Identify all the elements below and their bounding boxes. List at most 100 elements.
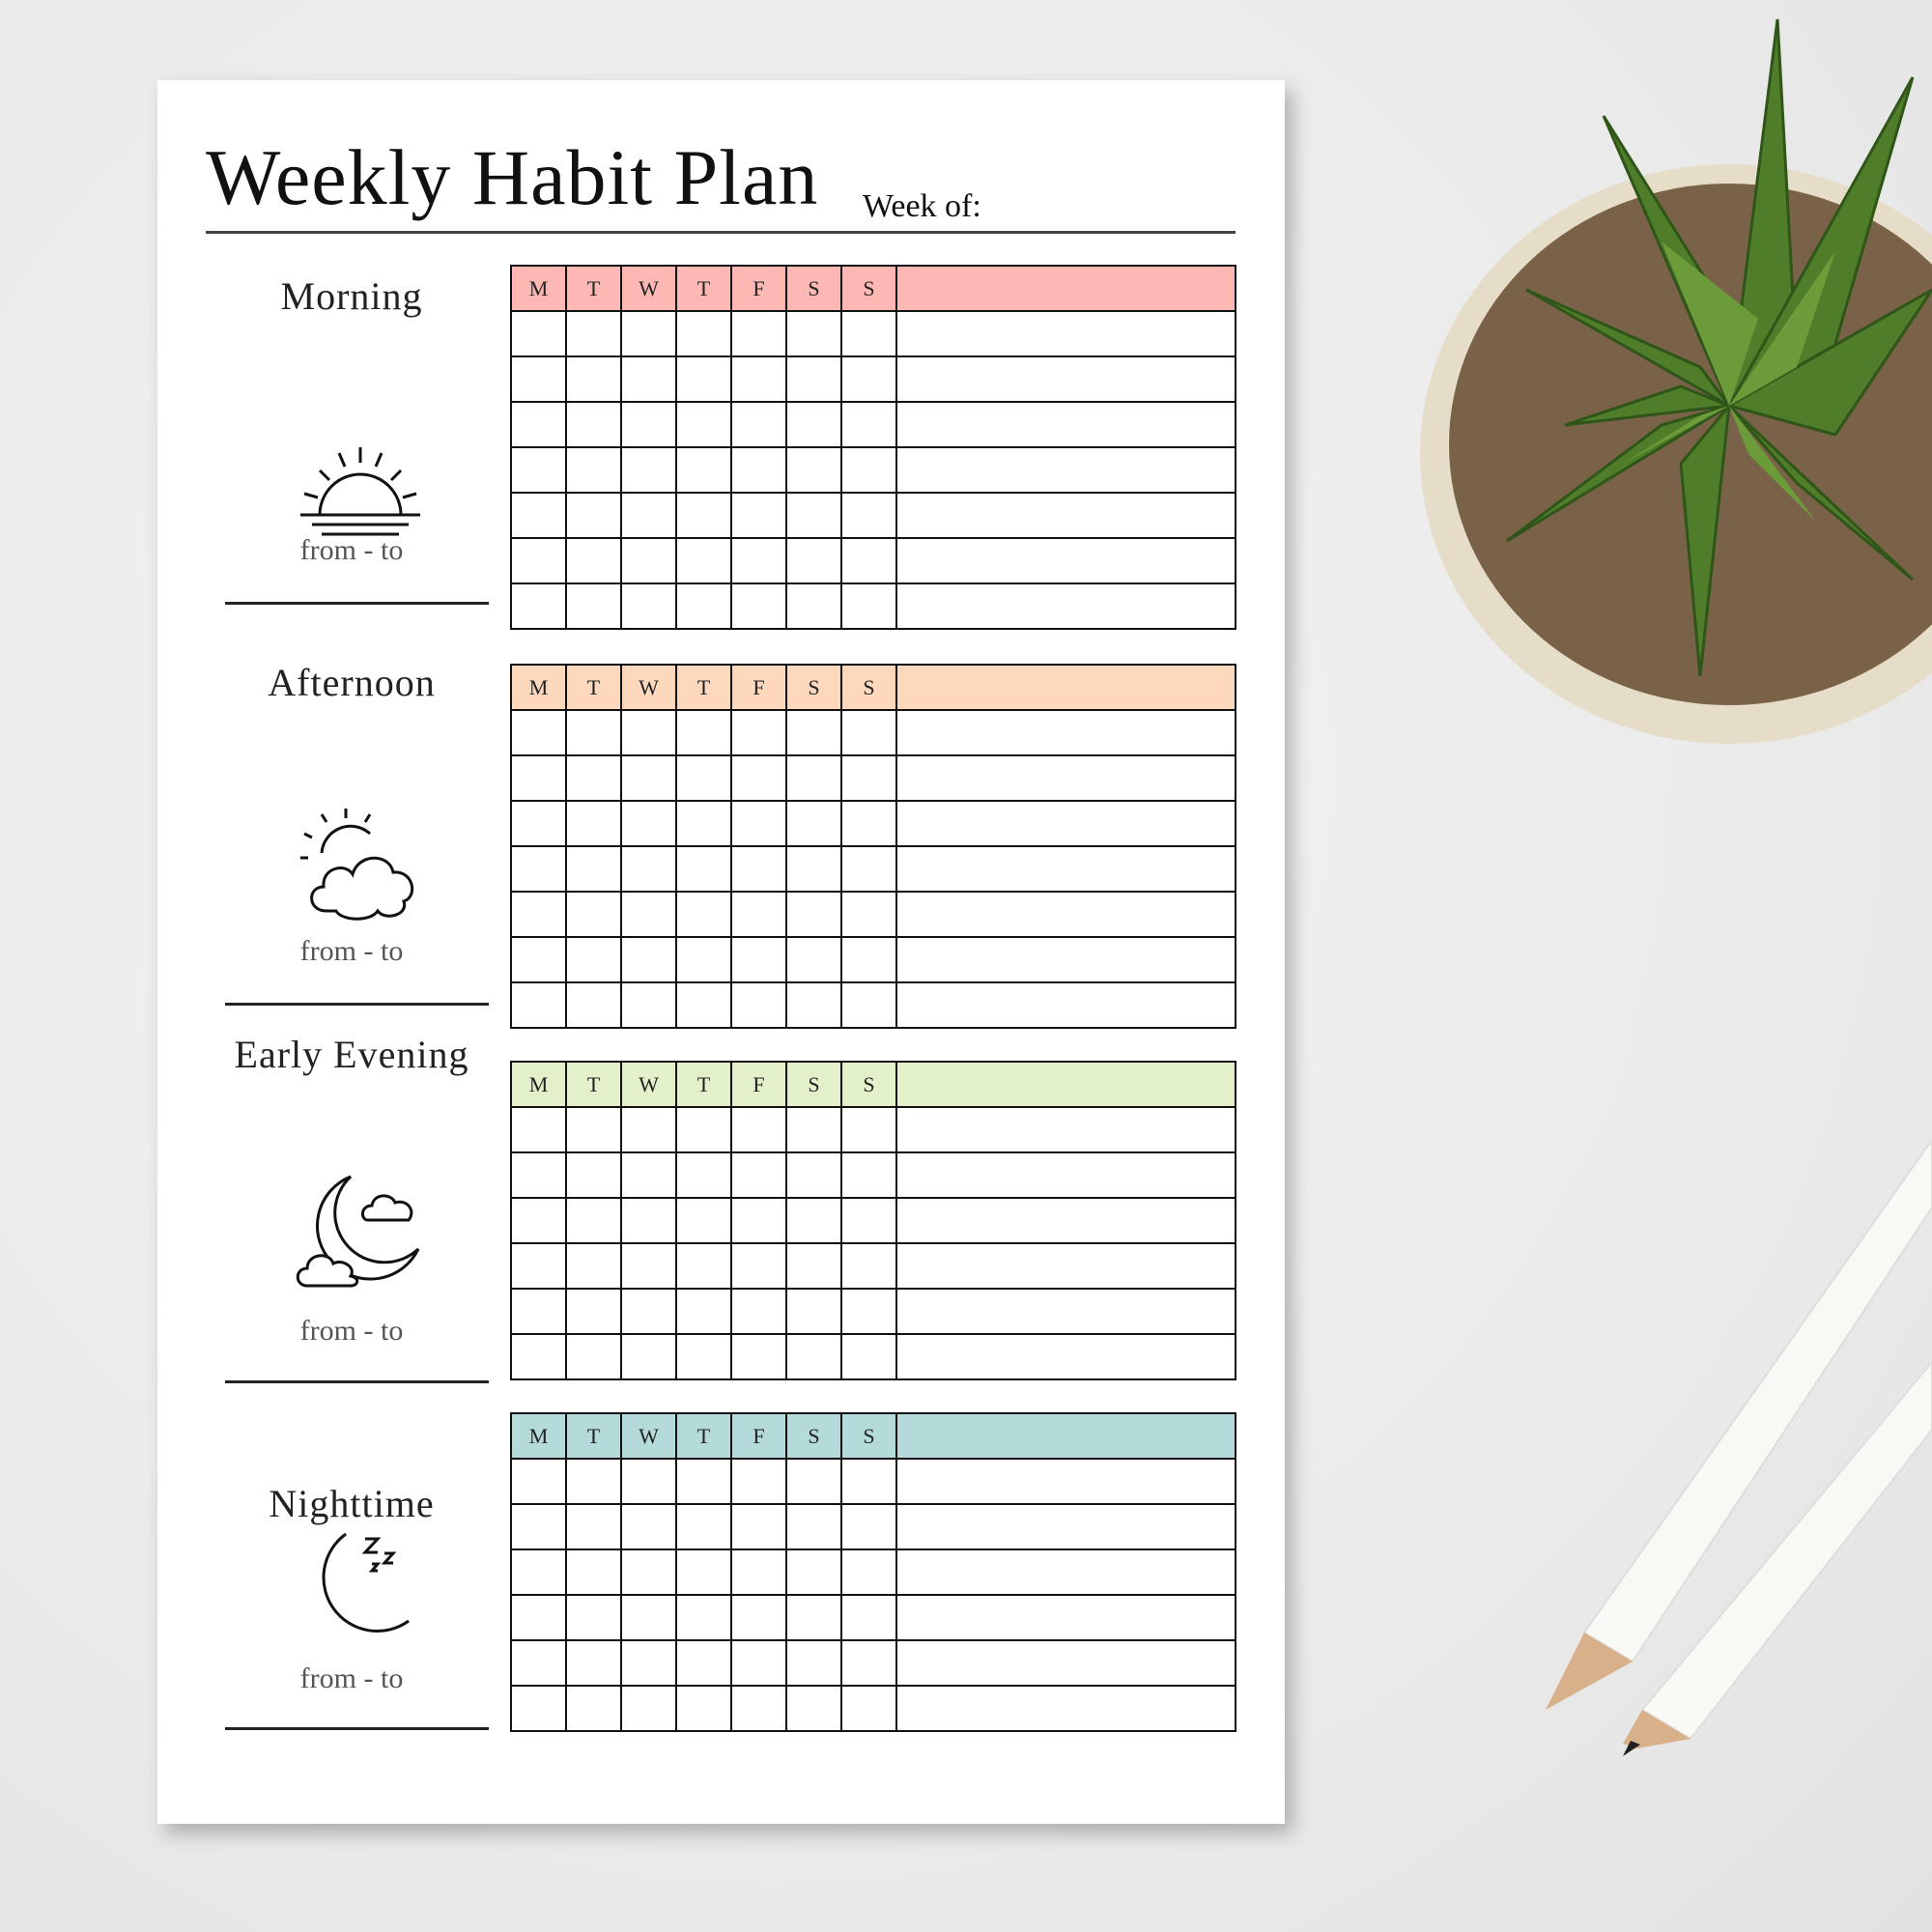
habit-checkbox[interactable] bbox=[785, 1503, 842, 1550]
habit-checkbox[interactable] bbox=[840, 537, 897, 584]
habit-checkbox[interactable] bbox=[620, 537, 677, 584]
habit-checkbox[interactable] bbox=[620, 1639, 677, 1687]
habit-checkbox[interactable] bbox=[730, 1594, 787, 1641]
habit-checkbox[interactable] bbox=[675, 1594, 732, 1641]
habit-checkbox[interactable] bbox=[730, 355, 787, 403]
habit-checkbox[interactable] bbox=[730, 1106, 787, 1153]
habit-checkbox[interactable] bbox=[840, 582, 897, 630]
habit-checkbox[interactable] bbox=[565, 1151, 622, 1199]
habit-checkbox[interactable] bbox=[675, 310, 732, 357]
habit-checkbox[interactable] bbox=[785, 1197, 842, 1244]
habit-checkbox[interactable] bbox=[565, 709, 622, 756]
habit-checkbox[interactable] bbox=[510, 1548, 567, 1596]
habit-checkbox[interactable] bbox=[565, 1333, 622, 1380]
habit-name-field[interactable] bbox=[895, 891, 1236, 938]
habit-checkbox[interactable] bbox=[510, 1458, 567, 1505]
habit-checkbox[interactable] bbox=[785, 709, 842, 756]
habit-checkbox[interactable] bbox=[510, 582, 567, 630]
habit-name-field[interactable] bbox=[895, 355, 1236, 403]
habit-name-field[interactable] bbox=[895, 492, 1236, 539]
habit-checkbox[interactable] bbox=[785, 1106, 842, 1153]
time-range-label[interactable]: from - to bbox=[299, 1662, 404, 1694]
habit-checkbox[interactable] bbox=[510, 1106, 567, 1153]
habit-checkbox[interactable] bbox=[730, 754, 787, 802]
habit-name-field[interactable] bbox=[895, 1288, 1236, 1335]
habit-name-field[interactable] bbox=[895, 754, 1236, 802]
habit-name-field[interactable] bbox=[895, 1106, 1236, 1153]
habit-checkbox[interactable] bbox=[620, 1288, 677, 1335]
habit-checkbox[interactable] bbox=[840, 401, 897, 448]
habit-checkbox[interactable] bbox=[785, 492, 842, 539]
habit-checkbox[interactable] bbox=[730, 1242, 787, 1290]
habit-checkbox[interactable] bbox=[565, 310, 622, 357]
habit-checkbox[interactable] bbox=[510, 355, 567, 403]
time-range-label[interactable]: from - to bbox=[299, 1315, 404, 1347]
habit-checkbox[interactable] bbox=[510, 754, 567, 802]
habit-checkbox[interactable] bbox=[620, 709, 677, 756]
habit-checkbox[interactable] bbox=[510, 1333, 567, 1380]
habit-checkbox[interactable] bbox=[565, 845, 622, 893]
habit-checkbox[interactable] bbox=[620, 981, 677, 1029]
habit-name-field[interactable] bbox=[895, 845, 1236, 893]
habit-checkbox[interactable] bbox=[675, 1458, 732, 1505]
habit-name-field[interactable] bbox=[895, 1242, 1236, 1290]
habit-checkbox[interactable] bbox=[510, 709, 567, 756]
habit-checkbox[interactable] bbox=[675, 1685, 732, 1732]
habit-checkbox[interactable] bbox=[675, 891, 732, 938]
habit-name-field[interactable] bbox=[895, 709, 1236, 756]
habit-checkbox[interactable] bbox=[730, 401, 787, 448]
habit-checkbox[interactable] bbox=[620, 845, 677, 893]
habit-checkbox[interactable] bbox=[840, 1548, 897, 1596]
habit-checkbox[interactable] bbox=[620, 1242, 677, 1290]
habit-name-field[interactable] bbox=[895, 1503, 1236, 1550]
habit-checkbox[interactable] bbox=[785, 446, 842, 494]
habit-checkbox[interactable] bbox=[620, 1548, 677, 1596]
habit-checkbox[interactable] bbox=[785, 1333, 842, 1380]
habit-name-field[interactable] bbox=[895, 981, 1236, 1029]
habit-checkbox[interactable] bbox=[565, 891, 622, 938]
habit-checkbox[interactable] bbox=[565, 492, 622, 539]
habit-checkbox[interactable] bbox=[565, 981, 622, 1029]
habit-checkbox[interactable] bbox=[840, 1639, 897, 1687]
habit-checkbox[interactable] bbox=[840, 492, 897, 539]
habit-checkbox[interactable] bbox=[840, 1333, 897, 1380]
habit-checkbox[interactable] bbox=[620, 1503, 677, 1550]
habit-checkbox[interactable] bbox=[840, 981, 897, 1029]
habit-checkbox[interactable] bbox=[730, 1333, 787, 1380]
habit-checkbox[interactable] bbox=[840, 1242, 897, 1290]
habit-checkbox[interactable] bbox=[510, 1639, 567, 1687]
habit-checkbox[interactable] bbox=[675, 446, 732, 494]
habit-checkbox[interactable] bbox=[620, 754, 677, 802]
habit-checkbox[interactable] bbox=[840, 1503, 897, 1550]
habit-checkbox[interactable] bbox=[510, 936, 567, 983]
habit-checkbox[interactable] bbox=[840, 446, 897, 494]
habit-checkbox[interactable] bbox=[675, 537, 732, 584]
habit-name-field[interactable] bbox=[895, 1333, 1236, 1380]
habit-checkbox[interactable] bbox=[785, 310, 842, 357]
habit-checkbox[interactable] bbox=[620, 401, 677, 448]
habit-checkbox[interactable] bbox=[730, 891, 787, 938]
habit-checkbox[interactable] bbox=[675, 1197, 732, 1244]
habit-checkbox[interactable] bbox=[565, 1685, 622, 1732]
habit-checkbox[interactable] bbox=[565, 582, 622, 630]
habit-name-field[interactable] bbox=[895, 1594, 1236, 1641]
habit-checkbox[interactable] bbox=[730, 1503, 787, 1550]
habit-checkbox[interactable] bbox=[565, 936, 622, 983]
habit-checkbox[interactable] bbox=[510, 891, 567, 938]
habit-name-field[interactable] bbox=[895, 582, 1236, 630]
habit-checkbox[interactable] bbox=[675, 492, 732, 539]
habit-checkbox[interactable] bbox=[510, 845, 567, 893]
habit-checkbox[interactable] bbox=[510, 1242, 567, 1290]
habit-checkbox[interactable] bbox=[730, 1151, 787, 1199]
habit-checkbox[interactable] bbox=[785, 800, 842, 847]
habit-name-field[interactable] bbox=[895, 446, 1236, 494]
habit-checkbox[interactable] bbox=[510, 446, 567, 494]
time-range-label[interactable]: from - to bbox=[299, 935, 404, 967]
habit-name-field[interactable] bbox=[895, 1639, 1236, 1687]
habit-checkbox[interactable] bbox=[675, 355, 732, 403]
habit-checkbox[interactable] bbox=[620, 1685, 677, 1732]
habit-checkbox[interactable] bbox=[840, 310, 897, 357]
habit-checkbox[interactable] bbox=[730, 1639, 787, 1687]
habit-name-field[interactable] bbox=[895, 537, 1236, 584]
habit-checkbox[interactable] bbox=[620, 1333, 677, 1380]
